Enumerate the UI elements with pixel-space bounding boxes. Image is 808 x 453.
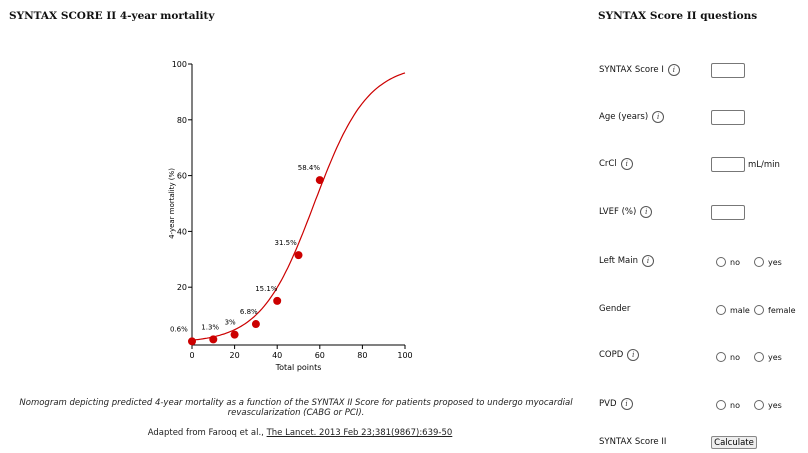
pvd-no-option[interactable]: no (716, 400, 740, 410)
data-point (188, 337, 196, 346)
question-syntax-score-2: SYNTAX Score II (599, 434, 666, 450)
gender-label: Gender (599, 304, 631, 314)
citation: Adapted from Farooq et al., The Lancet. … (140, 428, 460, 438)
question-gender: Gender (599, 301, 630, 317)
y-tick-label: 80 (177, 116, 187, 125)
age-input[interactable] (711, 110, 745, 125)
option-label: no (730, 257, 740, 267)
x-tick-label: 20 (230, 351, 240, 360)
y-axis-label: 4-year mortality (%) (168, 168, 176, 239)
data-point (315, 176, 324, 185)
option-label: yes (768, 257, 782, 267)
y-tick-label: 100 (172, 60, 187, 69)
crcl-input[interactable] (711, 157, 745, 172)
syntax-score-2-label: SYNTAX Score II (599, 437, 667, 447)
question-lvef: LVEF (%) i (599, 204, 653, 220)
x-tick-label: 80 (357, 351, 367, 360)
info-icon[interactable]: i (627, 349, 640, 361)
syntax-score-1-label: SYNTAX Score I (599, 65, 664, 75)
data-label: 15.1% (255, 285, 278, 293)
copd-label: COPD (599, 350, 624, 360)
age-label: Age (years) (599, 112, 649, 122)
data-point (294, 251, 303, 260)
citation-link[interactable]: The Lancet. 2013 Feb 23;381(9867):639-50 (266, 428, 453, 438)
y-tick-label: 40 (177, 227, 187, 236)
gender-male-option[interactable]: male (716, 305, 750, 315)
crcl-unit: mL/min (748, 160, 780, 170)
y-tick-label: 20 (177, 283, 187, 292)
chart-title: SYNTAX SCORE II 4-year mortality (9, 10, 215, 22)
pvd-yes-option[interactable]: yes (754, 400, 782, 410)
left-main-label: Left Main (599, 256, 638, 266)
mortality-chart: 0 20 40 60 80 100 20 40 60 80 100 Total points 4-yea… (168, 60, 413, 372)
data-label: 58.4% (298, 164, 321, 172)
x-tick-label: 40 (272, 351, 282, 360)
option-label: no (730, 352, 740, 362)
copd-no-option[interactable]: no (716, 352, 740, 362)
radio-button[interactable] (754, 305, 764, 315)
radio-button[interactable] (754, 257, 764, 267)
radio-button[interactable] (716, 352, 726, 362)
data-point (251, 320, 260, 329)
data-point (273, 296, 282, 305)
y-tick-label: 60 (177, 172, 187, 181)
question-crcl: CrCl i (599, 156, 633, 172)
x-tick-label: 0 (189, 351, 194, 360)
data-label: 31.5% (275, 239, 298, 247)
x-axis-label: Total points (275, 363, 322, 372)
data-point (230, 330, 239, 339)
question-left-main: Left Main i (599, 253, 654, 269)
pvd-label: PVD (599, 399, 617, 409)
questions-title: SYNTAX Score II questions (598, 10, 758, 22)
radio-button[interactable] (716, 400, 726, 410)
info-icon[interactable]: i (667, 64, 680, 76)
data-point (209, 335, 218, 344)
left-main-no-option[interactable]: no (716, 257, 740, 267)
data-label: 1.3% (201, 323, 219, 331)
question-copd: COPD i (599, 347, 640, 363)
lvef-label: LVEF (%) (599, 207, 637, 217)
radio-button[interactable] (754, 352, 764, 362)
gender-female-option[interactable]: female (754, 305, 796, 315)
radio-button[interactable] (716, 305, 726, 315)
data-label: 0.6% (170, 325, 188, 333)
crcl-label: CrCl (599, 159, 617, 169)
option-label: yes (768, 352, 782, 362)
question-age: Age (years) i (599, 109, 665, 125)
option-label: yes (768, 400, 782, 410)
option-label: male (730, 305, 750, 315)
calculate-button[interactable]: Calculate (711, 436, 757, 449)
radio-button[interactable] (716, 257, 726, 267)
option-label: no (730, 400, 740, 410)
info-icon[interactable]: i (620, 398, 633, 410)
question-pvd: PVD i (599, 396, 633, 412)
radio-button[interactable] (754, 400, 764, 410)
lvef-input[interactable] (711, 205, 745, 220)
chart-caption: Nomogram depicting predicted 4-year mort… (19, 398, 573, 418)
copd-yes-option[interactable]: yes (754, 352, 782, 362)
x-tick-label: 100 (397, 351, 412, 360)
info-icon[interactable]: i (620, 158, 633, 170)
info-icon[interactable]: i (640, 206, 653, 218)
data-label: 6.8% (240, 308, 258, 316)
syntax-score-1-input[interactable] (711, 63, 745, 78)
citation-prefix: Adapted from Farooq et al., (147, 428, 267, 438)
option-label: female (768, 305, 796, 315)
left-main-yes-option[interactable]: yes (754, 257, 782, 267)
x-tick-label: 60 (315, 351, 325, 360)
data-label: 3% (225, 319, 236, 327)
mortality-curve (191, 72, 406, 341)
info-icon[interactable]: i (652, 111, 665, 123)
info-icon[interactable]: i (642, 255, 654, 267)
